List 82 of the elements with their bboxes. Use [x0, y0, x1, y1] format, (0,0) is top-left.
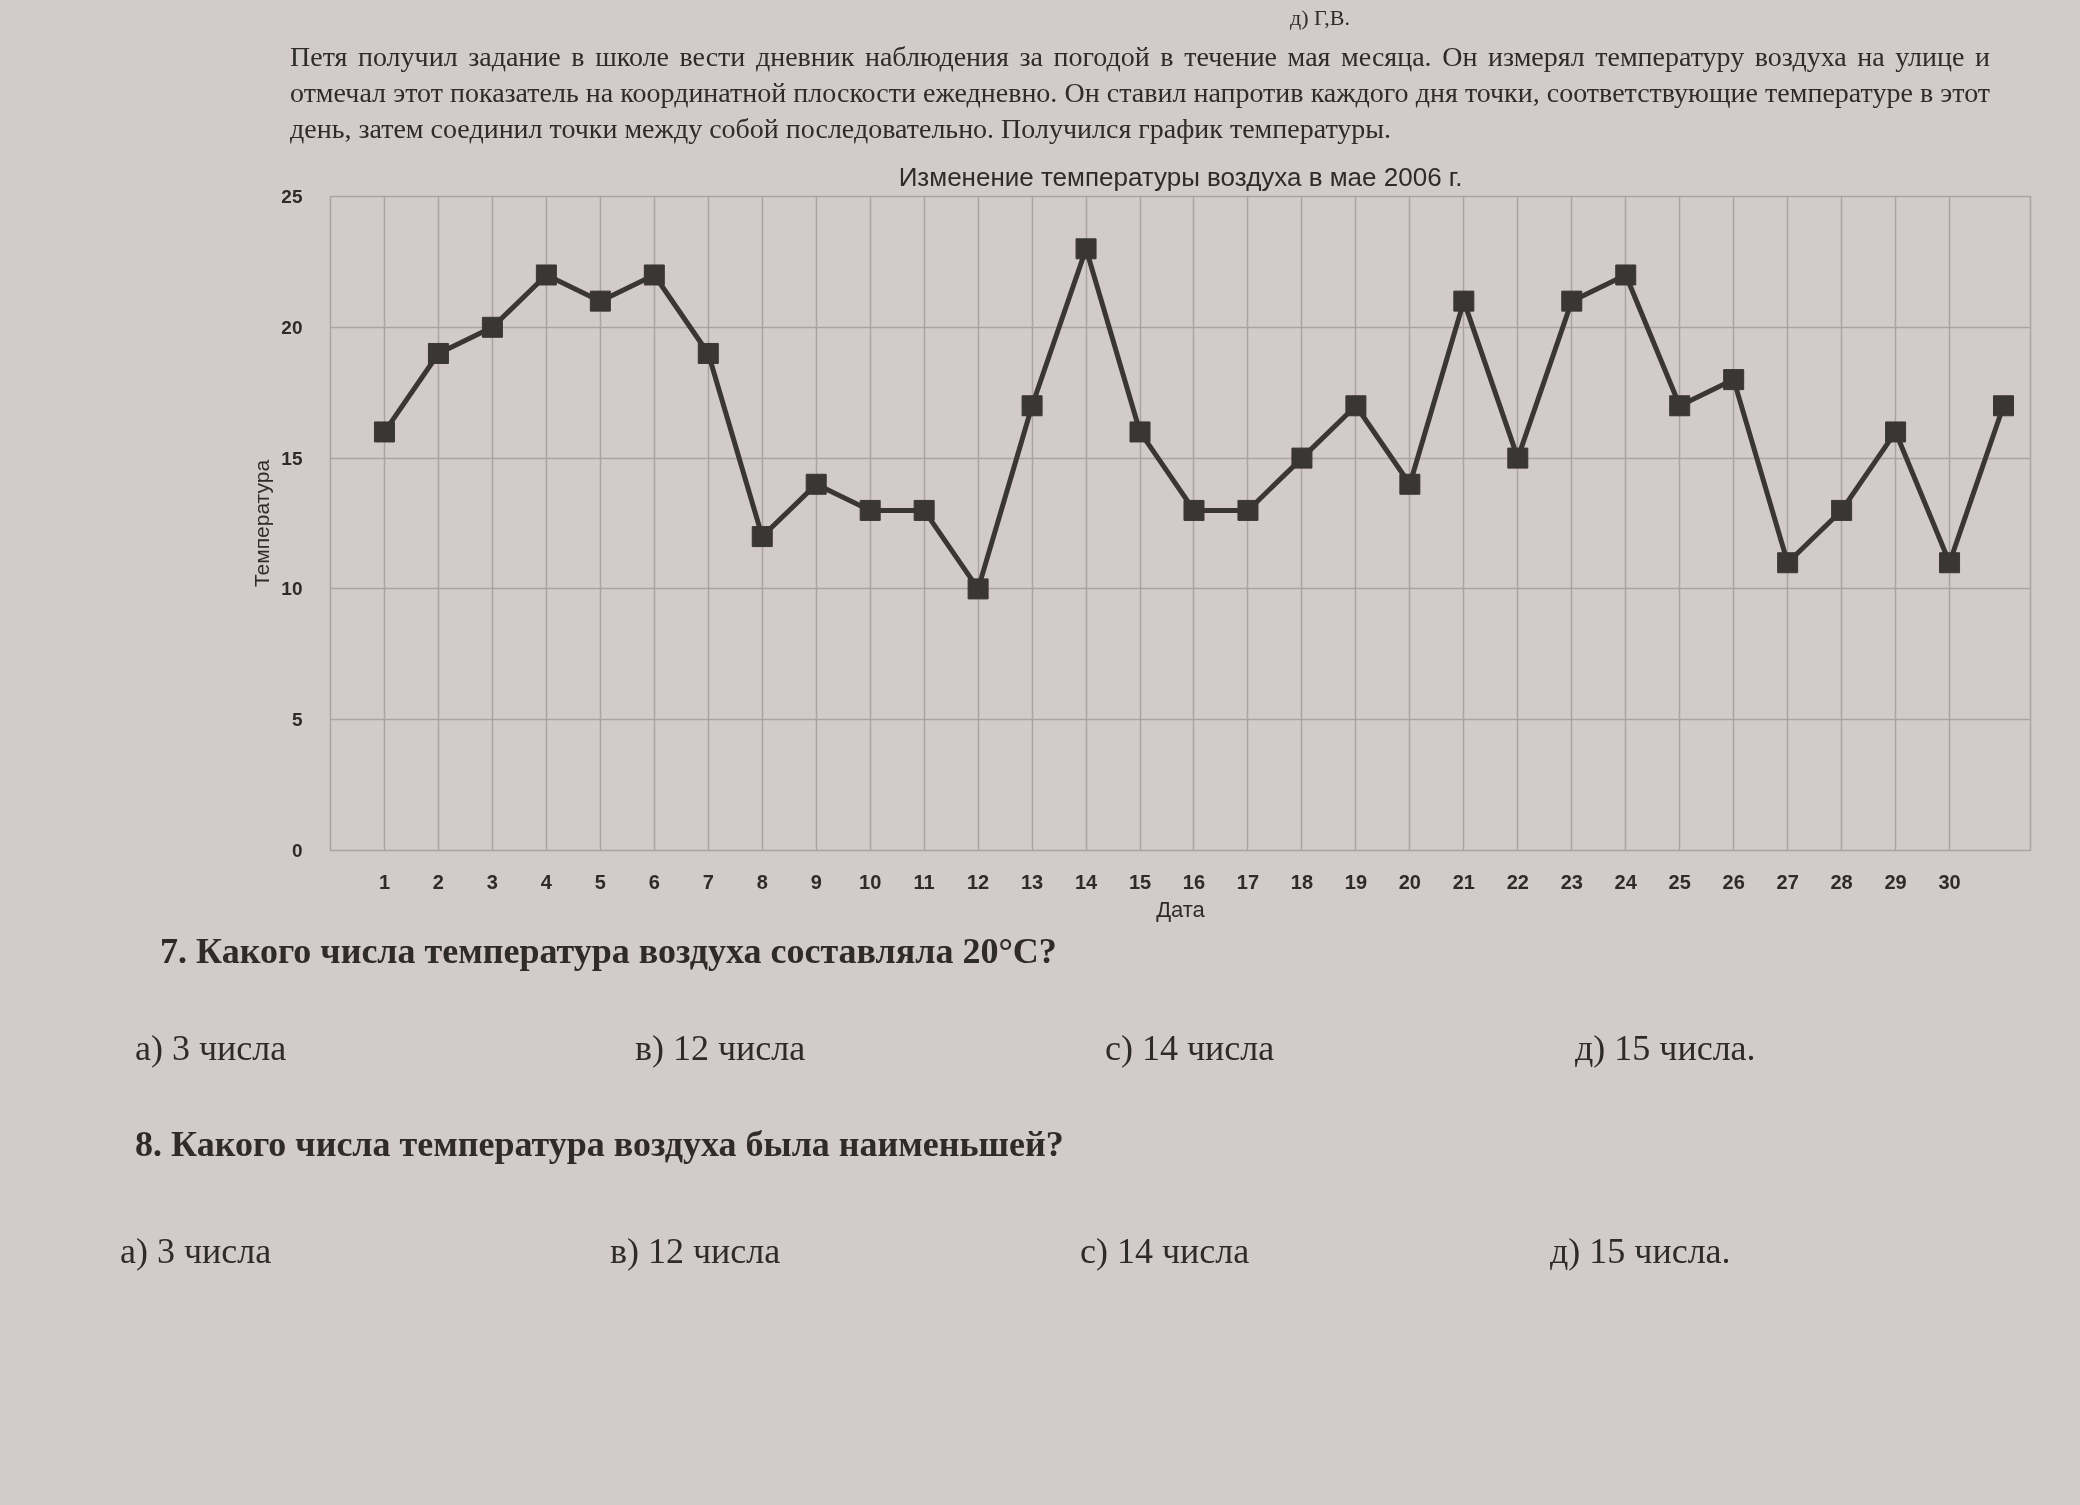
y-tick-label: 10 [281, 578, 303, 600]
x-tick-label: 3 [486, 870, 498, 893]
x-tick-label: 11 [913, 870, 935, 893]
x-tick-label: 22 [1506, 870, 1529, 893]
point [1993, 395, 2015, 417]
point [1615, 264, 1637, 286]
x-tick-label: 17 [1236, 870, 1260, 893]
point [1723, 368, 1745, 390]
text: с) 14 числа [1105, 1026, 1275, 1070]
point [1453, 290, 1475, 312]
x-tick-label: 30 [1938, 870, 1961, 893]
point [589, 290, 611, 312]
point [1399, 473, 1421, 495]
x-tick-label: 28 [1830, 870, 1853, 893]
x-tick-label: 4 [540, 870, 553, 893]
point [1885, 421, 1907, 443]
point [535, 264, 557, 286]
x-tick-label: 27 [1776, 870, 1799, 893]
point [1777, 552, 1799, 574]
chart-title: Изменение температуры воздуха в мае 2006 г. [898, 161, 1463, 192]
x-tick-label: 6 [648, 870, 660, 893]
point [913, 499, 935, 521]
text: в) 12 числа [635, 1026, 806, 1070]
point [1129, 421, 1151, 443]
point [1075, 238, 1097, 260]
point [1345, 395, 1367, 417]
point [643, 264, 665, 286]
point [1939, 552, 1961, 574]
text: в) 12 числа [610, 1230, 781, 1274]
point [481, 316, 503, 338]
point [697, 342, 719, 364]
x-tick-label: 18 [1290, 870, 1314, 893]
y-tick-label: 15 [281, 447, 303, 469]
x-tick-label: 23 [1560, 870, 1583, 893]
point [751, 525, 773, 547]
y-tick-label: 20 [281, 316, 303, 338]
x-tick-label: 21 [1452, 870, 1475, 893]
text: д) 15 числа. [1575, 1026, 1756, 1070]
point [373, 421, 395, 443]
point [1237, 499, 1259, 521]
text: 8. Какого числа температура воздуха была наименьшей? [135, 1123, 1064, 1167]
point [1507, 447, 1529, 469]
x-tick-label: 13 [1020, 870, 1044, 893]
x-tick-label: 29 [1884, 870, 1907, 893]
x-tick-label: 26 [1722, 870, 1745, 893]
y-axis-title: Температура [250, 459, 274, 587]
x-tick-label: 7 [702, 870, 714, 893]
x-tick-label: 25 [1668, 870, 1691, 893]
x-tick-label: 12 [967, 870, 990, 893]
x-tick-label: 10 [859, 870, 882, 893]
x-tick-label: 1 [378, 870, 391, 893]
point [805, 473, 827, 495]
point [1291, 447, 1313, 469]
text: 7. Какого числа температура воздуха составляла 20°C? [160, 929, 1057, 973]
x-tick-label: 8 [756, 870, 768, 893]
text: с) 14 числа [1080, 1230, 1250, 1274]
x-tick-label: 19 [1344, 870, 1368, 893]
point [1669, 395, 1691, 417]
point [427, 342, 449, 364]
x-tick-label: 2 [432, 870, 444, 893]
point [1561, 290, 1583, 312]
text: д) 15 числа. [1550, 1230, 1731, 1274]
text: а) 3 числа [120, 1230, 272, 1274]
x-tick-label: 20 [1398, 870, 1421, 893]
x-tick-label: 24 [1614, 870, 1638, 893]
point [967, 578, 989, 600]
y-tick-label: 25 [281, 185, 303, 207]
point [1021, 395, 1043, 417]
x-tick-label: 14 [1074, 870, 1099, 893]
x-axis-title: Дата [1156, 896, 1206, 922]
text: Петя получил задание в школе вести дневник наблюдения за погодой в течение мая месяца. Он измерял температуру воздуха на улице и отмечал этот показатель на координатной плоскости ежедневно. Он ставил напротив каждого дня точки, соответствующие температуре в этот день, затем соединил точки между собой последовательно. Получился график температуры. [290, 39, 1990, 147]
point [1831, 499, 1853, 521]
y-tick-label: 5 [291, 708, 303, 730]
x-tick-label: 9 [810, 870, 822, 893]
text: д) Г,В. [1290, 4, 1350, 32]
text: а) 3 числа [135, 1026, 287, 1070]
y-tick-label: 0 [291, 839, 303, 861]
x-tick-label: 16 [1182, 870, 1206, 893]
x-tick-label: 15 [1128, 870, 1152, 893]
x-tick-label: 5 [594, 870, 606, 893]
point [859, 499, 881, 521]
point [1183, 499, 1205, 521]
